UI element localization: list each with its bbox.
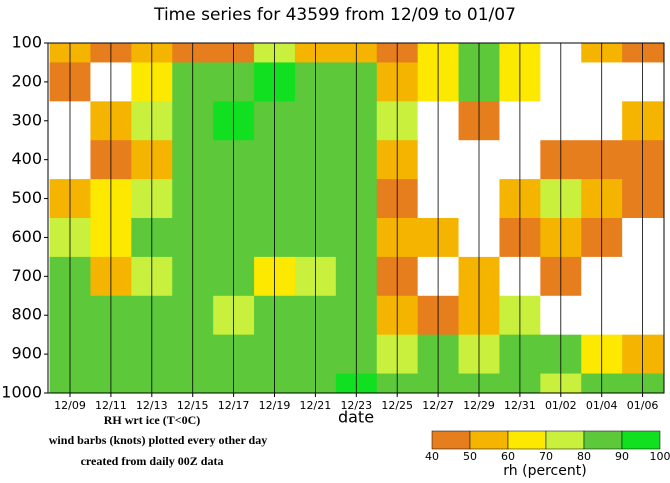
colorbar-tick-label: 70: [539, 450, 553, 463]
colorbar-tick-label: 100: [650, 450, 670, 463]
colorbar-box: [545, 430, 585, 450]
note: RH wrt ice (T<0C): [104, 413, 200, 427]
colorbar-tick-label: 80: [577, 450, 591, 463]
y-tick-label: 500: [11, 188, 42, 207]
colorbar-tick-label: 90: [615, 450, 629, 463]
chart-title: Time series for 43599 from 12/09 to 01/0…: [153, 5, 516, 25]
x-tick-label: 12/19: [259, 399, 291, 412]
colorbar-box: [583, 430, 623, 450]
x-tick-label: 12/11: [95, 399, 127, 412]
colorbar-label: rh (percent): [503, 463, 586, 479]
y-tick-label: 100: [11, 33, 42, 52]
colorbar-box: [469, 430, 509, 450]
y-tick-label: 800: [11, 305, 42, 324]
colorbar-tick-label: 50: [463, 450, 477, 463]
x-tick-label: 01/06: [627, 399, 659, 412]
day-lines: [69, 43, 643, 393]
y-tick-label: 600: [11, 227, 42, 246]
colorbar-tick-label: 60: [501, 450, 515, 463]
y-tick-label: 300: [11, 110, 42, 129]
y-tick-label: 1000: [1, 383, 42, 402]
note: wind barbs (knots) plotted every other d…: [49, 433, 267, 447]
x-tick-label: 01/04: [586, 399, 618, 412]
x-tick-label: 12/31: [504, 399, 536, 412]
colorbar-tick-label: 40: [425, 450, 439, 463]
x-tick-label: 12/15: [177, 399, 209, 412]
x-tick-label: 12/13: [136, 399, 168, 412]
x-tick-label: 12/17: [218, 399, 250, 412]
y-tick-label: 200: [11, 71, 42, 90]
note: created from daily 00Z data: [81, 454, 224, 468]
x-tick-label: 01/02: [545, 399, 577, 412]
colorbar-box: [507, 430, 547, 450]
x-tick-label: 12/27: [422, 399, 454, 412]
colorbar-box: [431, 430, 471, 450]
x-axis-label: date: [338, 408, 374, 427]
x-tick-label: 12/21: [300, 399, 332, 412]
x-tick-label: 12/09: [54, 399, 86, 412]
x-tick-label: 12/25: [381, 399, 413, 412]
y-tick-label: 900: [11, 344, 42, 363]
x-tick-label: 12/23: [340, 399, 372, 412]
y-tick-label: 400: [11, 149, 42, 168]
colorbar-box: [621, 430, 661, 450]
x-tick-label: 12/29: [463, 399, 495, 412]
y-tick-label: 700: [11, 266, 42, 285]
